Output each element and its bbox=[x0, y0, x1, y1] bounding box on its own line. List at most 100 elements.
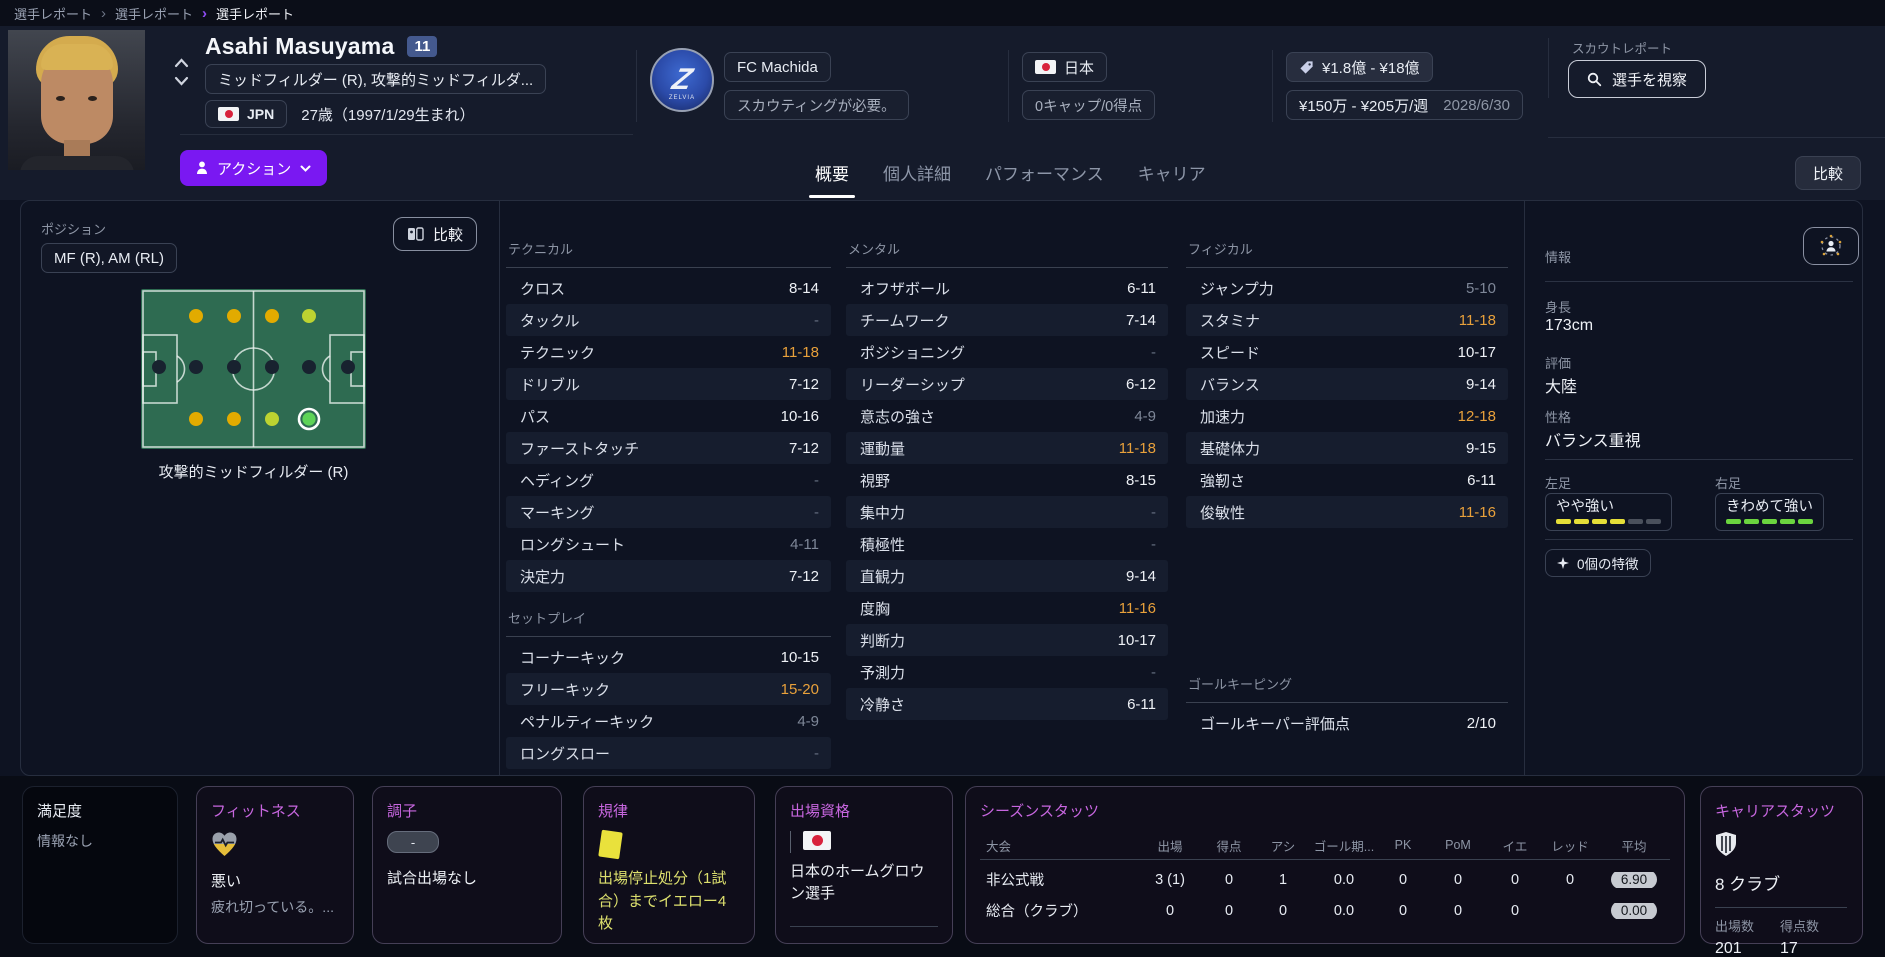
attribute-row[interactable]: ヘディング - bbox=[506, 464, 831, 496]
attribute-row[interactable]: 冷静さ 6-11 bbox=[846, 688, 1168, 720]
attribute-radar-toggle-button[interactable] bbox=[1803, 227, 1859, 265]
attribute-row[interactable]: ジャンプ力 5-10 bbox=[1186, 272, 1508, 304]
form-panel[interactable]: 調子 - 試合出場なし bbox=[372, 786, 562, 944]
attribute-row[interactable]: ファーストタッチ 7-12 bbox=[506, 432, 831, 464]
attribute-label: ポジショニング bbox=[860, 344, 966, 362]
position-dot-natural[interactable] bbox=[227, 412, 241, 426]
attribute-row[interactable]: 俊敏性 11-16 bbox=[1186, 496, 1508, 528]
attribute-row[interactable]: 直観力 9-14 bbox=[846, 560, 1168, 592]
compare-button-top[interactable]: 比較 bbox=[1795, 156, 1861, 190]
transfer-value-chip[interactable]: ¥1.8億 - ¥18億 bbox=[1286, 52, 1433, 82]
position-dot-none[interactable] bbox=[189, 360, 203, 374]
attribute-value: 4-11 bbox=[790, 535, 819, 553]
previous-player-button[interactable] bbox=[174, 58, 189, 68]
career-stats-panel[interactable]: キャリアスタッツ 8 クラブ 出場数 201 得点数 17 bbox=[1700, 786, 1863, 957]
squad-number-badge: 11 bbox=[407, 36, 438, 57]
position-dot-natural[interactable] bbox=[189, 309, 203, 323]
positions-chip[interactable]: MF (R), AM (RL) bbox=[41, 243, 177, 273]
position-dot-accomplished[interactable] bbox=[265, 412, 279, 426]
attribute-row[interactable]: スタミナ 11-18 bbox=[1186, 304, 1508, 336]
fitness-status: 悪い bbox=[211, 873, 242, 890]
tab-0[interactable]: 概要 bbox=[809, 160, 855, 198]
attribute-value: - bbox=[1151, 343, 1156, 361]
attribute-row[interactable]: 基礎体力 9-15 bbox=[1186, 432, 1508, 464]
action-button[interactable]: アクション bbox=[180, 150, 328, 186]
eligibility-panel[interactable]: 出場資格 日本のホームグロウン選手 bbox=[775, 786, 953, 944]
position-dot-none[interactable] bbox=[152, 360, 166, 374]
technical-attributes-column: テクニカル クロス 8-14 タックル - テクニック 11-18 ドリブル 7-12 パス 10… bbox=[506, 235, 831, 769]
position-dot-natural[interactable] bbox=[265, 309, 279, 323]
breadcrumb-item[interactable]: 選手レポート bbox=[115, 6, 194, 22]
season-stats-cell: 0.0 bbox=[1333, 902, 1355, 919]
next-player-button[interactable] bbox=[174, 76, 189, 86]
attribute-row[interactable]: 強靭さ 6-11 bbox=[1186, 464, 1508, 496]
attribute-row[interactable]: スピード 10-17 bbox=[1186, 336, 1508, 368]
right-foot-strength-bars bbox=[1726, 519, 1813, 524]
attribute-row[interactable]: オフザボール 6-11 bbox=[846, 272, 1168, 304]
attribute-row[interactable]: バランス 9-14 bbox=[1186, 368, 1508, 400]
season-stats-col-header: 大会 bbox=[986, 839, 1012, 854]
season-stats-col-header: 平均 bbox=[1621, 839, 1647, 854]
attribute-row[interactable]: マーキング - bbox=[506, 496, 831, 528]
attribute-label: 決定力 bbox=[520, 568, 566, 586]
traits-chip[interactable]: 0個の特徴 bbox=[1545, 549, 1651, 577]
attribute-row[interactable]: コーナーキック 10-15 bbox=[506, 641, 831, 673]
season-stats-col-header: レッド bbox=[1551, 839, 1589, 854]
position-summary-chip[interactable]: ミッドフィルダー (R), 攻撃的ミッドフィルダ... bbox=[205, 64, 547, 94]
season-stats-row[interactable]: 非公式戦 3 (1) 0 1 0.0 0 0 0 0 6.90 bbox=[980, 864, 1670, 895]
attribute-row[interactable]: ポジショニング - bbox=[846, 336, 1168, 368]
traits-count-label: 0個の特徴 bbox=[1577, 557, 1639, 572]
career-apps-label: 出場数 bbox=[1715, 919, 1755, 934]
attribute-row[interactable]: 運動量 11-18 bbox=[846, 432, 1168, 464]
attribute-row[interactable]: ロングシュート 4-11 bbox=[506, 528, 831, 560]
attribute-row[interactable]: 判断力 10-17 bbox=[846, 624, 1168, 656]
attribute-row[interactable]: クロス 8-14 bbox=[506, 272, 831, 304]
breadcrumb-item[interactable]: 選手レポート bbox=[14, 6, 93, 22]
season-stats-cell: 0.0 bbox=[1333, 871, 1355, 888]
position-dot-accomplished[interactable] bbox=[302, 309, 316, 323]
attribute-row[interactable]: 集中力 - bbox=[846, 496, 1168, 528]
attribute-row[interactable]: ペナルティーキック 4-9 bbox=[506, 705, 831, 737]
attribute-row[interactable]: 加速力 12-18 bbox=[1186, 400, 1508, 432]
tab-2[interactable]: パフォーマンス bbox=[985, 165, 1104, 184]
attribute-row[interactable]: 積極性 - bbox=[846, 528, 1168, 560]
position-dot-none[interactable] bbox=[265, 360, 279, 374]
position-dot-natural[interactable] bbox=[227, 309, 241, 323]
position-dot-current[interactable] bbox=[302, 412, 316, 426]
position-dot-none[interactable] bbox=[227, 360, 241, 374]
tab-3[interactable]: キャリア bbox=[1137, 165, 1206, 184]
attribute-row[interactable]: 意志の強さ 4-9 bbox=[846, 400, 1168, 432]
attribute-row[interactable]: フリーキック 15-20 bbox=[506, 673, 831, 705]
height-value: 173cm bbox=[1545, 317, 1594, 334]
position-dot-none[interactable] bbox=[302, 360, 316, 374]
club-crest[interactable]: Z ZELVIA bbox=[650, 48, 714, 112]
season-stats-cell: 0 bbox=[1453, 871, 1463, 888]
discipline-panel[interactable]: 規律 出場停止処分（1試合）までイエロー4枚 bbox=[583, 786, 755, 944]
attribute-row[interactable]: ゴールキーパー評価点 2/10 bbox=[1186, 707, 1508, 739]
section-header-goalkeeping: ゴールキーピング bbox=[1186, 670, 1508, 703]
national-team-chip[interactable]: 日本 bbox=[1022, 52, 1108, 82]
japan-flag-icon bbox=[803, 831, 831, 850]
attribute-row[interactable]: テクニック 11-18 bbox=[506, 336, 831, 368]
attribute-row[interactable]: タックル - bbox=[506, 304, 831, 336]
nationality-chip[interactable]: JPN bbox=[205, 100, 288, 128]
tab-1[interactable]: 個人詳細 bbox=[883, 165, 951, 184]
attribute-row[interactable]: 予測力 - bbox=[846, 656, 1168, 688]
scout-player-button[interactable]: 選手を視察 bbox=[1568, 60, 1707, 98]
attribute-row[interactable]: リーダーシップ 6-12 bbox=[846, 368, 1168, 400]
attribute-row[interactable]: チームワーク 7-14 bbox=[846, 304, 1168, 336]
position-section-label: ポジション bbox=[41, 222, 107, 237]
attribute-row[interactable]: 決定力 7-12 bbox=[506, 560, 831, 592]
attribute-row[interactable]: ロングスロー - bbox=[506, 737, 831, 769]
attribute-row[interactable]: パス 10-16 bbox=[506, 400, 831, 432]
attribute-row[interactable]: 度胸 11-16 bbox=[846, 592, 1168, 624]
position-dot-natural[interactable] bbox=[189, 412, 203, 426]
club-name-chip[interactable]: FC Machida bbox=[724, 52, 831, 82]
attribute-row[interactable]: 視野 8-15 bbox=[846, 464, 1168, 496]
attribute-row[interactable]: ドリブル 7-12 bbox=[506, 368, 831, 400]
breadcrumb-item[interactable]: 選手レポート bbox=[216, 6, 295, 22]
position-dot-none[interactable] bbox=[341, 360, 355, 374]
fitness-panel[interactable]: フィットネス 悪い 疲れ切っている。... bbox=[196, 786, 354, 944]
compare-button-positions[interactable]: 比較 bbox=[393, 217, 478, 251]
season-stats-row[interactable]: 総合（クラブ） 0 0 0 0.0 0 0 0 0.00 bbox=[980, 895, 1670, 926]
